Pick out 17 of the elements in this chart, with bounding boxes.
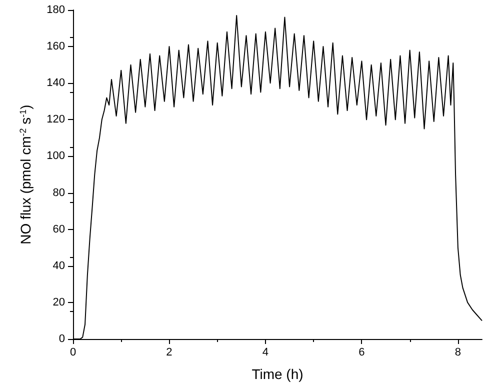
y-axis-title: NO flux (pmol cm-2 s-1) bbox=[18, 104, 34, 244]
y-tick-label: 60 bbox=[52, 223, 65, 236]
y-tick-label: 120 bbox=[46, 114, 65, 126]
y-tick-label: 180 bbox=[46, 4, 65, 16]
x-tick-label: 4 bbox=[262, 346, 269, 358]
x-tick-label: 2 bbox=[166, 346, 172, 358]
y-tick-label: 20 bbox=[52, 296, 65, 308]
x-tick-label: 8 bbox=[454, 346, 462, 358]
y-tick-label: 160 bbox=[46, 40, 65, 53]
x-tick-label: 0 bbox=[70, 346, 76, 358]
x-axis-title: Time (h) bbox=[252, 366, 304, 382]
y-tick-label: 100 bbox=[46, 150, 65, 162]
x-tick-label: 6 bbox=[358, 346, 365, 358]
y-tick-label: 140 bbox=[46, 77, 65, 90]
y-tick-label: 40 bbox=[52, 260, 65, 272]
y-tick-label: 0 bbox=[58, 333, 65, 345]
y-tick-label: 80 bbox=[52, 186, 65, 199]
